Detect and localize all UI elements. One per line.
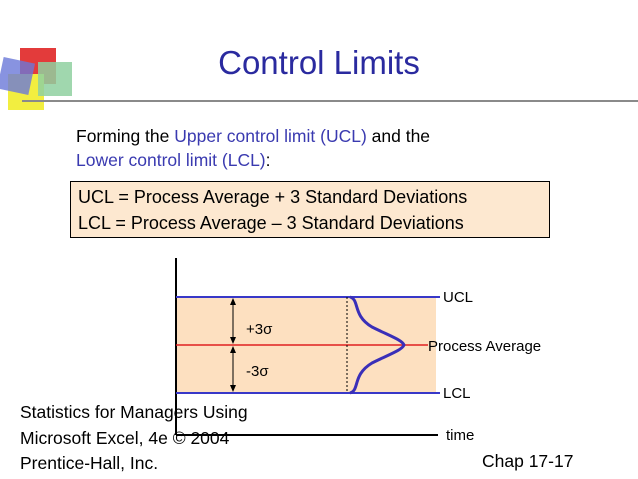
intro-line1-post: and the	[366, 126, 431, 146]
minus-sigma-label: -3σ	[246, 363, 269, 380]
ucl-term: Upper control limit (UCL)	[174, 126, 367, 146]
chapter-number: Chap 17-17	[482, 451, 574, 471]
normal-curve	[349, 295, 406, 395]
plus-sigma-label: +3σ	[246, 321, 273, 338]
footer-citation: Statistics for Managers Using Microsoft …	[20, 400, 248, 477]
intro-line1-pre: Forming the	[76, 126, 175, 146]
footer-line-1: Statistics for Managers Using	[20, 402, 248, 422]
minus-sigma-arrowhead-top	[230, 346, 236, 353]
decorative-squares-logo	[0, 48, 72, 110]
lcl-label: LCL	[443, 385, 471, 402]
process-average-label: Process Average	[428, 338, 541, 355]
time-axis-label: time	[446, 427, 474, 444]
ucl-label: UCL	[443, 289, 473, 306]
slide-title: Control Limits	[218, 44, 420, 81]
lcl-term: Lower control limit (LCL)	[76, 150, 266, 170]
formula-box: UCL = Process Average + 3 Standard Devia…	[70, 181, 550, 238]
ucl-formula: UCL = Process Average + 3 Standard Devia…	[78, 187, 468, 207]
intro-text: Forming the Upper control limit (UCL) an…	[76, 124, 430, 172]
footer-line-2: Microsoft Excel, 4e © 2004	[20, 427, 230, 448]
plus-sigma-arrowhead-bottom	[230, 337, 236, 344]
lcl-formula: LCL = Process Average – 3 Standard Devia…	[78, 213, 464, 233]
intro-line2-post: :	[265, 150, 271, 170]
title-underline	[22, 100, 638, 102]
footer-line-3: Prentice-Hall, Inc.	[20, 453, 159, 473]
minus-sigma-arrowhead-bottom	[230, 385, 236, 392]
plus-sigma-arrowhead-top	[230, 298, 236, 305]
